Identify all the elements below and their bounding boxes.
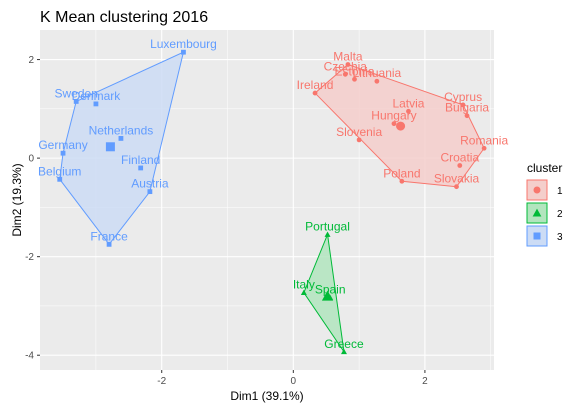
label-poland: Poland <box>383 166 420 180</box>
label-bulgaria: Bulgaria <box>445 101 489 115</box>
point-estonia <box>352 76 357 82</box>
label-italy: Italy <box>293 278 315 292</box>
label-lithuania: Lithuania <box>353 66 402 80</box>
centroid-cluster-1 <box>396 121 406 131</box>
point-lithuania <box>374 78 380 84</box>
label-austria: Austria <box>131 177 169 191</box>
label-finland: Finland <box>121 153 160 167</box>
point-belgium <box>57 176 63 182</box>
point-cyprus <box>460 102 466 108</box>
point-slovakia <box>454 184 459 190</box>
point-slovenia <box>356 137 362 143</box>
point-hungary <box>391 121 397 127</box>
legend-label-3: 3 <box>557 232 563 243</box>
label-romania: Romania <box>460 133 508 147</box>
point-italy <box>300 289 307 296</box>
y-axis-title: Dim2 (19.3%) <box>10 163 24 236</box>
point-finland <box>138 165 144 171</box>
point-portugal <box>324 231 331 237</box>
label-ireland: Ireland <box>297 78 334 92</box>
data-points <box>57 49 487 355</box>
label-portugal: Portugal <box>305 219 350 233</box>
y-tick-label: 2 <box>28 55 34 66</box>
x-tick-label: 0 <box>291 376 297 387</box>
point-poland <box>399 178 405 184</box>
legend: cluster 1 2 3 <box>526 161 563 247</box>
legend-marker-3 <box>533 232 541 240</box>
point-latvia <box>406 108 411 114</box>
label-slovenia: Slovenia <box>336 125 382 139</box>
chart-title: K Mean clustering 2016 <box>40 9 208 26</box>
point-germany <box>60 150 66 156</box>
centroid-cluster-3 <box>105 142 115 152</box>
label-denmark: Denmark <box>72 89 122 103</box>
point-bulgaria <box>464 113 470 119</box>
label-spain: Spain <box>315 283 346 297</box>
point-malta <box>345 62 351 67</box>
point-sweden <box>73 99 79 104</box>
y-axis: 2 0 -2 -4 <box>25 55 40 362</box>
label-greece: Greece <box>324 337 364 351</box>
point-croatia <box>457 163 463 168</box>
point-greece <box>340 348 347 355</box>
point-luxembourg <box>181 49 186 55</box>
y-tick-label: -2 <box>25 252 34 263</box>
label-latvia: Latvia <box>392 96 424 110</box>
label-hungary: Hungary <box>371 109 416 123</box>
label-sweden: Sweden <box>55 86 98 100</box>
label-estonia: Estonia <box>334 64 374 78</box>
y-tick-label: 0 <box>28 154 34 165</box>
label-belgium: Belgium <box>38 164 81 178</box>
grid-lines <box>40 30 494 370</box>
label-croatia: Croatia <box>440 151 479 165</box>
legend-label-1: 1 <box>557 186 563 197</box>
label-cyprus: Cyprus <box>444 90 482 104</box>
y-tick-label: -4 <box>25 351 34 362</box>
legend-title: cluster <box>527 161 562 175</box>
point-france <box>106 241 112 247</box>
label-germany: Germany <box>38 138 87 152</box>
cluster-2-hull <box>303 232 345 353</box>
x-tick-label: -2 <box>157 376 166 387</box>
label-france: France <box>90 229 128 243</box>
label-netherlands: Netherlands <box>89 123 154 137</box>
point-denmark <box>93 101 99 107</box>
legend-marker-1 <box>533 186 541 194</box>
point-ireland <box>312 90 318 96</box>
point-netherlands <box>118 136 124 141</box>
x-tick-label: 2 <box>422 376 428 387</box>
point-romania <box>481 145 487 151</box>
x-axis-title: Dim1 (39.1%) <box>230 389 303 403</box>
label-slovakia: Slovakia <box>434 172 480 186</box>
label-malta: Malta <box>333 49 363 63</box>
legend-label-2: 2 <box>557 209 563 220</box>
point-czechia <box>342 71 348 77</box>
centroid-cluster-2 <box>321 290 334 301</box>
legend-marker-2 <box>532 208 542 217</box>
point-austria <box>147 189 153 195</box>
label-luxembourg: Luxembourg <box>150 37 217 51</box>
x-axis: -2 0 2 <box>157 370 428 387</box>
label-czechia: Czechia <box>324 59 368 73</box>
